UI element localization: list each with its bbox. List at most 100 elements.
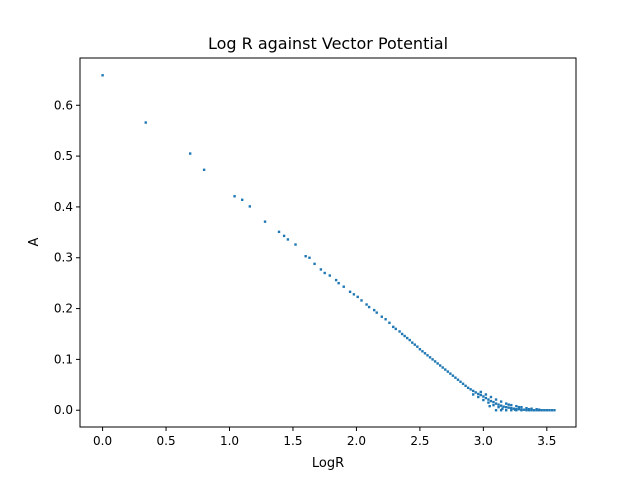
data-point bbox=[520, 409, 523, 412]
data-point bbox=[474, 391, 477, 394]
x-tick-label: 0.5 bbox=[157, 434, 176, 448]
data-point bbox=[144, 121, 147, 124]
data-point bbox=[367, 305, 371, 309]
data-point bbox=[356, 295, 359, 299]
data-point bbox=[545, 409, 549, 412]
data-point bbox=[365, 303, 368, 306]
data-point bbox=[294, 243, 297, 246]
data-point bbox=[489, 395, 493, 399]
data-point bbox=[433, 360, 437, 363]
data-point bbox=[444, 368, 447, 371]
x-tick-label: 1.5 bbox=[283, 434, 302, 448]
data-point bbox=[515, 409, 518, 412]
y-tick-label: 0.5 bbox=[54, 149, 73, 163]
data-point bbox=[507, 406, 510, 409]
data-point bbox=[492, 403, 495, 407]
data-point bbox=[530, 407, 533, 410]
data-point bbox=[436, 362, 439, 365]
data-point bbox=[548, 409, 551, 412]
data-point bbox=[510, 403, 513, 407]
data-point bbox=[497, 403, 500, 406]
data-point bbox=[502, 405, 505, 408]
axes-frame bbox=[79, 57, 577, 428]
data-point bbox=[472, 389, 475, 393]
data-point bbox=[313, 262, 316, 266]
data-point bbox=[411, 341, 414, 344]
data-point bbox=[510, 409, 513, 412]
data-point bbox=[499, 400, 503, 403]
data-point bbox=[530, 409, 533, 412]
data-point bbox=[510, 406, 513, 410]
data-point bbox=[494, 409, 498, 412]
data-point bbox=[441, 366, 444, 369]
x-tick-label: 3.5 bbox=[537, 434, 556, 448]
data-point bbox=[188, 152, 192, 155]
data-point bbox=[277, 230, 281, 234]
data-point bbox=[520, 405, 523, 409]
data-point bbox=[413, 343, 417, 346]
data-point bbox=[494, 398, 498, 401]
data-point bbox=[522, 408, 526, 411]
data-point bbox=[540, 409, 543, 412]
data-point bbox=[492, 400, 495, 404]
data-point bbox=[406, 336, 409, 340]
y-tick-label: 0.4 bbox=[54, 200, 73, 214]
data-point bbox=[342, 285, 345, 288]
data-point bbox=[384, 318, 387, 321]
data-point bbox=[489, 399, 493, 403]
data-point bbox=[449, 372, 452, 375]
data-point bbox=[323, 271, 326, 275]
data-point bbox=[499, 409, 503, 412]
data-point bbox=[241, 198, 244, 202]
y-tick-label: 0.3 bbox=[54, 251, 73, 265]
data-point bbox=[101, 74, 104, 77]
data-point bbox=[504, 402, 508, 405]
data-point bbox=[507, 403, 510, 406]
data-point bbox=[308, 256, 311, 259]
data-point bbox=[418, 348, 422, 351]
data-point bbox=[487, 401, 490, 404]
x-axis-ticks: 0.0 0.5 1.0 1.5 2.0 2.5 3.0 3.5 bbox=[93, 427, 556, 448]
data-point bbox=[487, 398, 490, 401]
y-tick-label: 0.0 bbox=[54, 403, 73, 417]
data-point bbox=[504, 409, 508, 412]
data-point bbox=[550, 409, 554, 412]
data-point bbox=[375, 311, 378, 314]
data-point bbox=[497, 405, 500, 409]
data-point bbox=[348, 290, 352, 293]
data-point bbox=[515, 404, 518, 408]
data-point bbox=[334, 278, 338, 282]
data-point bbox=[416, 345, 419, 348]
data-point bbox=[421, 350, 424, 353]
data-point bbox=[484, 396, 488, 400]
data-point bbox=[517, 405, 521, 409]
data-point bbox=[494, 402, 498, 405]
data-point bbox=[479, 390, 483, 394]
data-point bbox=[454, 376, 457, 379]
data-point bbox=[352, 293, 356, 296]
data-point bbox=[525, 406, 528, 410]
data-point bbox=[535, 408, 538, 411]
data-point bbox=[380, 315, 384, 318]
x-tick-label: 2.5 bbox=[410, 434, 429, 448]
data-point bbox=[517, 408, 521, 411]
data-point bbox=[527, 408, 531, 411]
y-axis-ticks: 0.0 0.1 0.2 0.3 0.4 0.5 0.6 bbox=[54, 98, 80, 417]
x-tick-label: 3.0 bbox=[474, 434, 493, 448]
data-point bbox=[504, 405, 508, 409]
data-point bbox=[202, 168, 206, 172]
data-point bbox=[263, 220, 267, 223]
x-tick-label: 0.0 bbox=[93, 434, 112, 448]
y-tick-label: 0.6 bbox=[54, 98, 73, 112]
data-point bbox=[398, 330, 401, 333]
data-point bbox=[439, 364, 442, 367]
data-point bbox=[373, 308, 376, 312]
data-point bbox=[477, 392, 480, 396]
y-tick-label: 0.2 bbox=[54, 302, 73, 316]
data-point bbox=[477, 395, 480, 399]
y-axis-label: A bbox=[27, 237, 42, 246]
data-point bbox=[501, 407, 504, 410]
data-point bbox=[553, 409, 556, 412]
data-point bbox=[499, 404, 503, 407]
